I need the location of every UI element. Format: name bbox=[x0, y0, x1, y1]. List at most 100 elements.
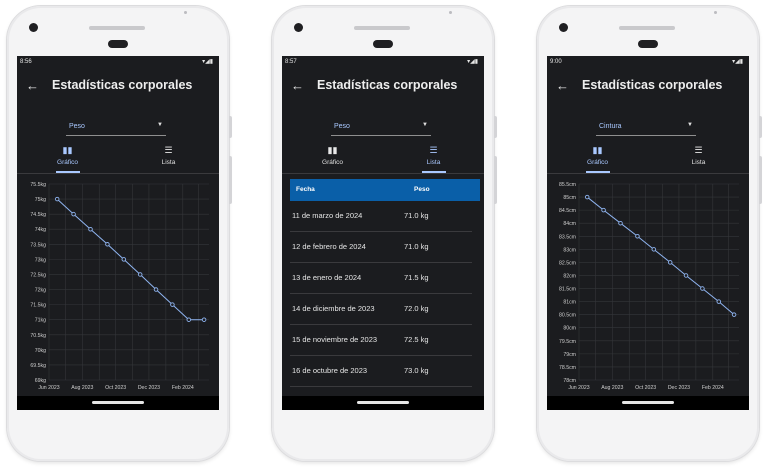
data-point bbox=[186, 317, 192, 322]
x-tick-label: Oct 2023 bbox=[635, 385, 656, 391]
phone-frame-2: 8:57 ▾◢▮ ← Estadísticas corporales Peso … bbox=[272, 6, 497, 461]
status-time: 8:56 bbox=[20, 59, 32, 65]
y-tick-label: 74kg bbox=[35, 227, 46, 233]
y-tick-label: 73kg bbox=[35, 257, 46, 263]
caret-down-icon: ▼ bbox=[157, 122, 163, 128]
tab-grafico[interactable]: ▮▮ Gráfico bbox=[547, 143, 648, 173]
y-tick-label: 74.5kg bbox=[30, 212, 46, 218]
tab-label: Gráfico bbox=[57, 159, 78, 166]
phone-frame-1: 8:56 ▾◢▮ ← Estadísticas corporales Peso … bbox=[7, 6, 232, 461]
y-tick-label: 75.5kg bbox=[30, 182, 46, 188]
y-tick-label: 81.5cm bbox=[559, 287, 576, 293]
tab-bar: ▮▮ Gráfico ☰ Lista bbox=[17, 143, 219, 174]
status-icons: ▾◢▮ bbox=[732, 59, 743, 65]
home-gesture-pill[interactable] bbox=[622, 401, 674, 404]
sensor-dot bbox=[184, 11, 187, 14]
tab-label: Gráfico bbox=[322, 159, 343, 166]
tab-bar: ▮▮ Gráfico ☰ Lista bbox=[547, 143, 749, 174]
power-button bbox=[494, 116, 497, 138]
earpiece-speaker bbox=[89, 26, 145, 30]
y-tick-label: 70kg bbox=[35, 348, 46, 354]
list-row[interactable]: 14 de diciembre de 2023 72.0 kg bbox=[290, 294, 472, 325]
front-camera bbox=[294, 23, 303, 32]
tab-lista[interactable]: ☰ Lista bbox=[383, 143, 484, 173]
y-tick-label: 79cm bbox=[563, 352, 576, 358]
tab-bar: ▮▮ Gráfico ☰ Lista bbox=[282, 143, 484, 174]
data-point bbox=[667, 260, 673, 265]
metric-dropdown[interactable]: Cintura ▼ bbox=[596, 121, 696, 136]
app-screen: 9:00 ▾◢▮ ← Estadísticas corporales Cintu… bbox=[547, 56, 749, 410]
y-tick-label: 84cm bbox=[563, 221, 576, 227]
dropdown-value: Peso bbox=[334, 123, 350, 130]
tab-grafico[interactable]: ▮▮ Gráfico bbox=[282, 143, 383, 173]
status-icons: ▾◢▮ bbox=[467, 59, 478, 65]
phone-frame-3: 9:00 ▾◢▮ ← Estadísticas corporales Cintu… bbox=[537, 6, 762, 461]
weight-line-chart: 75.5kg 75kg 74.5kg 74kg 73.5kg 73kg 72.5kg 72kg… bbox=[30, 182, 209, 391]
data-point bbox=[105, 242, 110, 247]
y-tick-label: 78cm bbox=[563, 378, 576, 384]
system-nav-bar bbox=[17, 396, 219, 410]
data-point bbox=[88, 226, 93, 232]
data-point bbox=[731, 312, 737, 317]
row-date: 14 de diciembre de 2023 bbox=[292, 304, 375, 313]
y-tick-label: 81cm bbox=[563, 300, 576, 306]
sensor-notch bbox=[638, 40, 658, 48]
app-bar: ← Estadísticas corporales bbox=[282, 68, 484, 104]
status-time: 8:57 bbox=[285, 59, 297, 65]
home-gesture-pill[interactable] bbox=[357, 401, 409, 404]
tab-label: Lista bbox=[161, 159, 176, 166]
data-point bbox=[584, 194, 590, 200]
y-tick-label: 72kg bbox=[35, 288, 46, 294]
series-line bbox=[56, 198, 205, 321]
list-row[interactable]: 11 de marzo de 2024 71.0 kg bbox=[290, 201, 472, 232]
x-tick-label: Aug 2023 bbox=[71, 385, 93, 391]
power-button bbox=[229, 116, 232, 138]
header-weight: Peso bbox=[414, 186, 430, 193]
data-point bbox=[121, 257, 127, 262]
data-point bbox=[683, 273, 689, 278]
status-bar: 9:00 ▾◢▮ bbox=[547, 56, 749, 68]
status-icons: ▾◢▮ bbox=[202, 59, 213, 65]
x-tick-label: Aug 2023 bbox=[601, 385, 623, 391]
metric-dropdown[interactable]: Peso ▼ bbox=[331, 121, 431, 136]
y-tick-label: 84.5cm bbox=[559, 208, 576, 214]
y-tick-label: 71.5kg bbox=[30, 303, 46, 309]
header-date: Fecha bbox=[296, 186, 315, 193]
metric-dropdown[interactable]: Peso ▼ bbox=[66, 121, 166, 136]
tab-lista[interactable]: ☰ Lista bbox=[118, 143, 219, 173]
arrow-back-icon[interactable]: ← bbox=[556, 78, 569, 93]
status-time: 9:00 bbox=[550, 59, 562, 65]
row-weight: 72.0 kg bbox=[404, 304, 429, 313]
page-title: Estadísticas corporales bbox=[52, 78, 193, 92]
list-icon: ☰ bbox=[164, 145, 173, 155]
y-tick-label: 80.5cm bbox=[559, 313, 576, 319]
home-gesture-pill[interactable] bbox=[92, 401, 144, 404]
list-icon: ☰ bbox=[429, 145, 438, 155]
page-title: Estadísticas corporales bbox=[317, 78, 458, 92]
x-tick-label: Jun 2023 bbox=[38, 385, 59, 391]
data-point bbox=[700, 286, 705, 291]
list-row[interactable]: 15 de noviembre de 2023 72.5 kg bbox=[290, 325, 472, 356]
tab-lista[interactable]: ☰ Lista bbox=[648, 143, 749, 173]
system-nav-bar bbox=[282, 396, 484, 410]
row-date: 16 de octubre de 2023 bbox=[292, 366, 368, 375]
sensor-dot bbox=[714, 11, 717, 14]
system-nav-bar bbox=[547, 396, 749, 410]
caret-down-icon: ▼ bbox=[687, 122, 693, 128]
list-row[interactable]: 12 de febrero de 2024 71.0 kg bbox=[290, 232, 472, 263]
arrow-back-icon[interactable]: ← bbox=[26, 78, 39, 93]
data-point bbox=[635, 234, 640, 239]
tab-label: Gráfico bbox=[587, 159, 608, 166]
row-weight: 72.5 kg bbox=[404, 335, 429, 344]
y-tick-label: 80cm bbox=[563, 326, 576, 332]
sensor-notch bbox=[108, 40, 128, 48]
list-row[interactable]: 16 de octubre de 2023 73.0 kg bbox=[290, 356, 472, 387]
data-point bbox=[54, 196, 60, 202]
list-row[interactable]: 13 de enero de 2024 71.5 kg bbox=[290, 263, 472, 294]
tab-grafico[interactable]: ▮▮ Gráfico bbox=[17, 143, 118, 173]
list-header: Fecha Peso bbox=[290, 179, 480, 201]
arrow-back-icon[interactable]: ← bbox=[291, 78, 304, 93]
app-screen: 8:56 ▾◢▮ ← Estadísticas corporales Peso … bbox=[17, 56, 219, 410]
active-tab-indicator bbox=[586, 171, 610, 173]
data-point bbox=[651, 247, 657, 252]
